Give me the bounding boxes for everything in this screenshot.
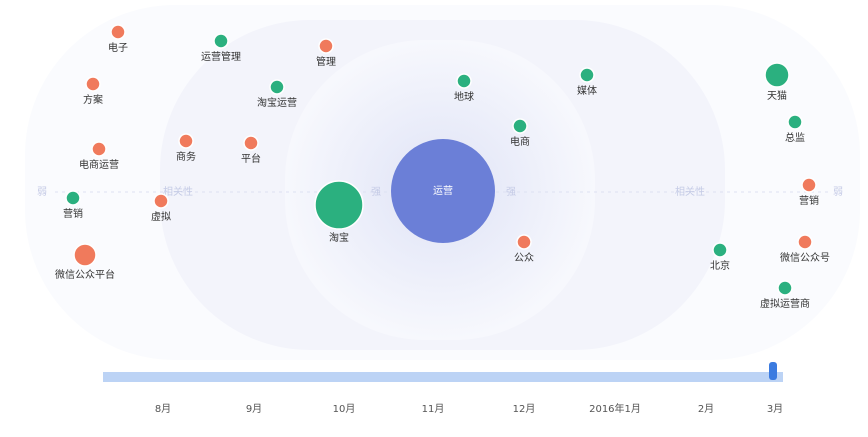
word-label: 淘宝运营: [257, 96, 297, 109]
word-bubble: [65, 190, 81, 206]
word-label: 营销: [63, 207, 83, 220]
word-bubble: [787, 114, 803, 130]
word-label: 虚拟运营商: [760, 297, 810, 310]
word-bubble: [110, 24, 126, 40]
word-label: 微信公众号: [780, 251, 830, 264]
word-bubble: [456, 73, 472, 89]
word-label: 管理: [316, 55, 336, 68]
word-label: 北京: [710, 259, 730, 272]
relevance-label: 强: [506, 186, 516, 198]
word-label: 电商: [510, 135, 530, 148]
timeline-label: 12月: [513, 403, 536, 415]
word-bubble: [314, 180, 364, 230]
word-bubble: [318, 38, 334, 54]
word-label: 方案: [83, 93, 103, 106]
word-label: 营销: [799, 194, 819, 207]
timeline-label: 3月: [767, 403, 783, 415]
word-label: 媒体: [577, 85, 597, 97]
word-label: 淘宝: [329, 231, 349, 244]
relevance-label: 弱: [833, 186, 843, 198]
word-bubble: [712, 242, 728, 258]
timeline-label: 8月: [155, 403, 171, 415]
word-bubble: [85, 76, 101, 92]
timeline-bar: [103, 372, 783, 382]
word-label: 微信公众平台: [55, 268, 115, 281]
timeline-handle[interactable]: [769, 362, 777, 380]
word-label: 地球: [454, 90, 474, 103]
word-label: 公众: [514, 252, 534, 264]
word-label: 总监: [785, 131, 805, 144]
word-bubble: [213, 33, 229, 49]
relevance-label: 相关性: [163, 185, 193, 198]
word-label: 商务: [176, 150, 196, 163]
word-bubble: [269, 79, 285, 95]
word-bubble: [516, 234, 532, 250]
word-label: 电子: [108, 41, 128, 54]
center-bubble: [391, 139, 495, 243]
word-bubble: [797, 234, 813, 250]
word-bubble: [801, 177, 817, 193]
word-label: 平台: [241, 152, 261, 165]
word-bubble: [73, 243, 97, 267]
word-bubble: [777, 280, 793, 296]
word-bubble: [579, 67, 595, 83]
timeline-label: 9月: [246, 403, 262, 415]
center-label: 运营: [433, 184, 453, 197]
timeline-label: 2月: [698, 403, 714, 415]
relevance-label: 相关性: [675, 185, 705, 198]
word-bubble: [91, 141, 107, 157]
relevance-label: 强: [371, 186, 381, 198]
word-bubble: [243, 135, 259, 151]
word-bubble: [512, 118, 528, 134]
timeline-label: 2016年1月: [589, 402, 641, 415]
word-bubble: [764, 62, 790, 88]
word-bubble: [153, 193, 169, 209]
timeline-label: 10月: [333, 403, 356, 415]
timeline-label: 11月: [422, 403, 445, 415]
word-label: 运营管理: [201, 50, 241, 63]
word-label: 天猫: [767, 89, 787, 102]
relevance-label: 弱: [37, 186, 47, 198]
word-label: 电商运营: [79, 158, 119, 171]
word-label: 虚拟: [151, 210, 171, 223]
word-bubble: [178, 133, 194, 149]
